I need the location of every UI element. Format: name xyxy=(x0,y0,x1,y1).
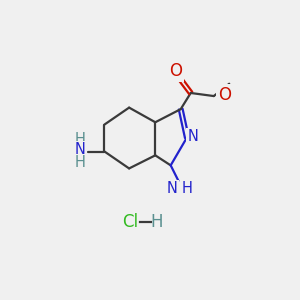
Text: O: O xyxy=(169,62,183,80)
Text: H: H xyxy=(74,155,85,170)
Text: N: N xyxy=(74,142,85,158)
Text: O: O xyxy=(218,85,231,103)
Text: H: H xyxy=(151,213,163,231)
Text: Cl: Cl xyxy=(123,213,139,231)
Text: N: N xyxy=(167,181,178,196)
Text: N: N xyxy=(188,129,199,144)
Text: H: H xyxy=(182,181,192,196)
Text: H: H xyxy=(74,132,85,147)
